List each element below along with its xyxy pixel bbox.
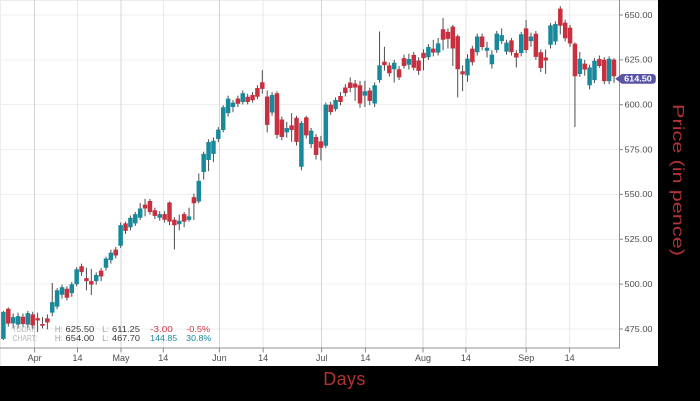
svg-text:Apr: Apr bbox=[28, 353, 42, 363]
svg-text:654.00: 654.00 bbox=[66, 334, 96, 343]
svg-text:Price (in pence): Price (in pence) bbox=[669, 104, 686, 256]
svg-text:14: 14 bbox=[72, 353, 82, 363]
svg-text:TODAY:: TODAY: bbox=[13, 325, 37, 334]
svg-text:611.25: 611.25 bbox=[112, 325, 141, 334]
svg-text:625.00: 625.00 bbox=[625, 55, 653, 65]
svg-text:550.00: 550.00 bbox=[625, 189, 653, 199]
svg-text:14: 14 bbox=[461, 353, 471, 363]
svg-text:500.00: 500.00 bbox=[625, 279, 653, 289]
svg-text:30.8%: 30.8% bbox=[186, 334, 211, 343]
svg-text:525.00: 525.00 bbox=[625, 234, 653, 244]
svg-text:H:: H: bbox=[55, 325, 63, 334]
svg-text:-3.00: -3.00 bbox=[150, 325, 173, 334]
svg-text:144.85: 144.85 bbox=[150, 334, 178, 343]
svg-text:14: 14 bbox=[258, 353, 268, 363]
svg-text:475.00: 475.00 bbox=[625, 324, 653, 334]
svg-text:650.00: 650.00 bbox=[625, 10, 653, 20]
svg-text:614.50: 614.50 bbox=[624, 75, 652, 84]
svg-text:H:: H: bbox=[55, 334, 63, 343]
svg-text:Sep: Sep bbox=[518, 353, 534, 363]
svg-text:600.00: 600.00 bbox=[625, 100, 653, 110]
svg-text:-0.5%: -0.5% bbox=[186, 325, 210, 334]
svg-text:14: 14 bbox=[158, 353, 168, 363]
svg-text:L:: L: bbox=[102, 334, 109, 343]
svg-text:14: 14 bbox=[360, 353, 370, 363]
svg-text:Jul: Jul bbox=[316, 353, 328, 363]
svg-text:625.50: 625.50 bbox=[66, 325, 96, 334]
svg-text:L:: L: bbox=[102, 325, 109, 334]
svg-text:CHART:: CHART: bbox=[13, 334, 38, 343]
svg-text:Aug: Aug bbox=[415, 353, 431, 363]
svg-text:May: May bbox=[112, 353, 130, 363]
svg-text:14: 14 bbox=[565, 353, 575, 363]
svg-text:575.00: 575.00 bbox=[625, 144, 653, 154]
svg-text:Jun: Jun bbox=[212, 353, 227, 363]
svg-text:467.70: 467.70 bbox=[112, 334, 141, 343]
